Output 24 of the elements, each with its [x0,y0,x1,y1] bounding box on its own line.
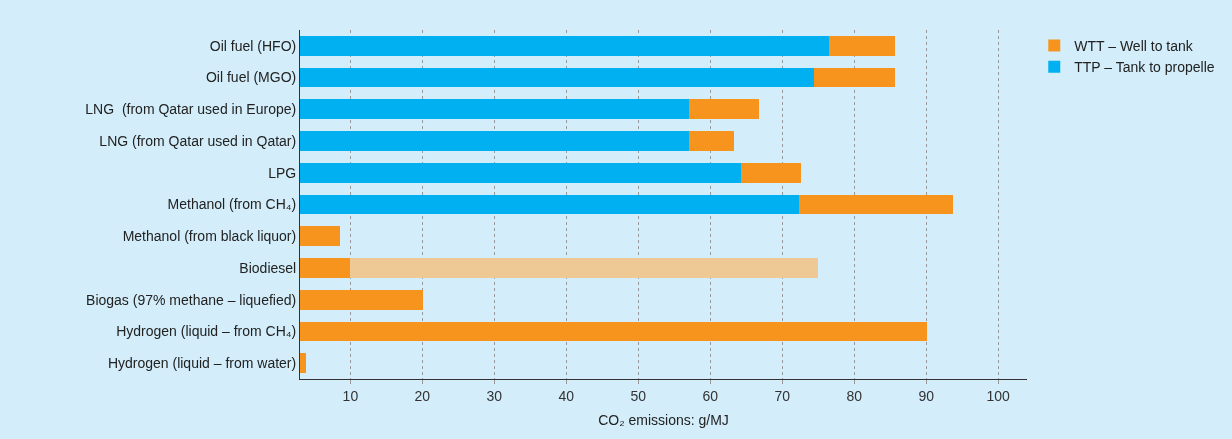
x-tick-label: 10 [342,387,359,404]
x-tick-label: 100 [986,387,1011,404]
y-tick-label: LNG (from Qatar used in Europe) [85,101,297,118]
y-tick-label: Methanol (from CH₄) [167,196,297,213]
x-tick-label: 70 [774,387,791,404]
y-tick-label: Methanol (from black liquor) [122,228,297,245]
x-tick-label: 50 [630,387,647,404]
legend-label: TTP – Tank to propelle [1074,59,1215,76]
x-tick-label: 30 [486,387,503,404]
x-tick-label: 80 [846,387,863,404]
y-tick-label: Hydrogen (liquid – from water) [107,355,297,372]
x-tick-label: 40 [558,387,575,404]
y-tick-label: Biodiesel [239,259,297,276]
x-axis-title: CO₂ emissions: g/MJ [598,412,729,429]
y-tick-label: LNG (from Qatar used in Qatar) [99,132,297,149]
y-tick-label: Oil fuel (HFO) [209,37,297,54]
x-tick-label: 60 [702,387,719,404]
legend-label: WTT – Well to tank [1074,38,1194,55]
y-tick-label: Biogas (97% methane – liquefied) [86,291,297,308]
y-tick-label: Oil fuel (MGO) [205,69,297,86]
x-tick-label: 20 [414,387,431,404]
x-tick-label: 90 [918,387,935,404]
y-tick-label: LPG [268,164,297,181]
y-tick-label: Hydrogen (liquid – from CH₄) [116,323,297,340]
